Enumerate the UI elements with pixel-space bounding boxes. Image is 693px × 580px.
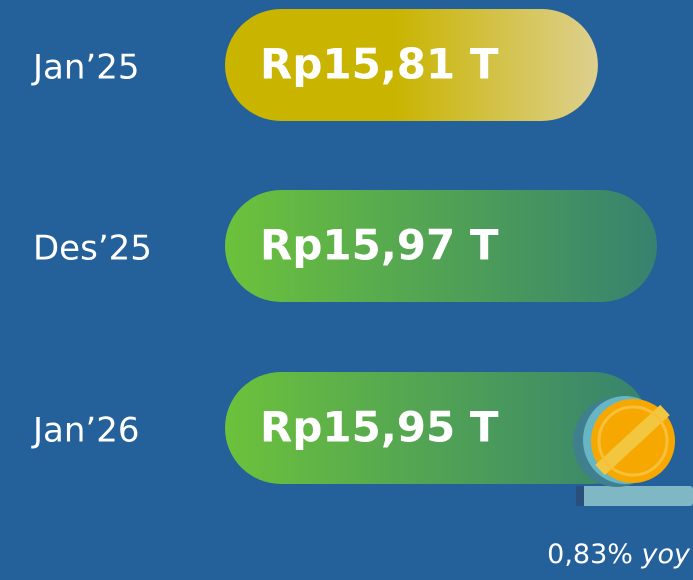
category-label: Des’25 [33,229,152,269]
bars: Jan’25 Rp15,81 T Des’25 Rp15,97 T Jan’26 Rp15… [31,9,657,484]
coin-icon [573,396,693,506]
bar [225,9,598,121]
bar [225,372,650,484]
annotation: 0,83% yoy [547,539,691,570]
bar [225,190,657,302]
value-label: Rp15,81 T [260,40,499,89]
yoy-unit: yoy [641,539,691,570]
category-label: Jan’26 [31,411,139,451]
category-label: Jan’25 [31,48,139,88]
value-label: Rp15,97 T [260,221,499,270]
yoy-value: 0,83% [547,539,633,570]
value-label: Rp15,95 T [260,403,499,452]
